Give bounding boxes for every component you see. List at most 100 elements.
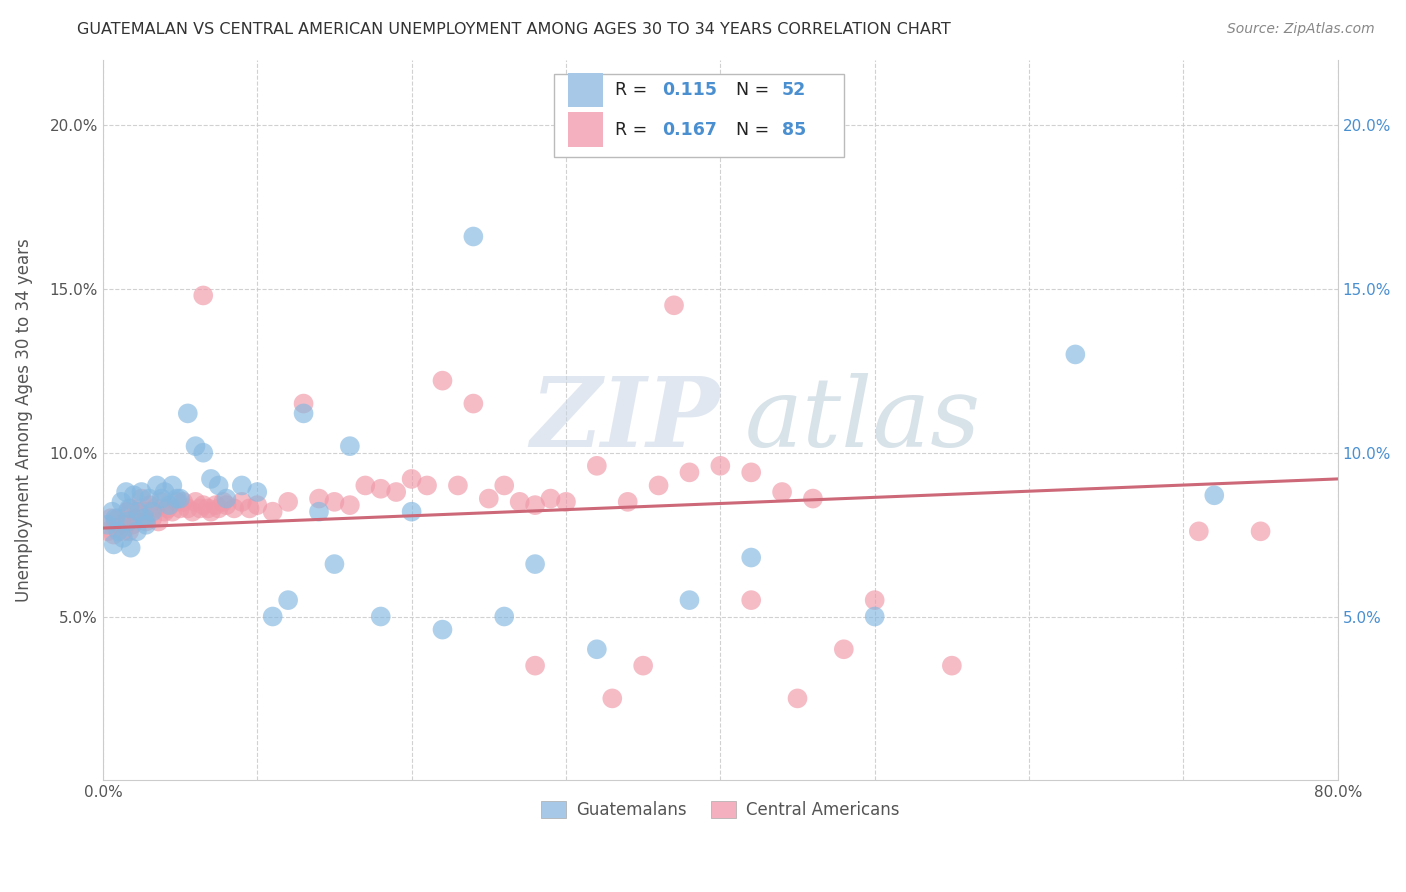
Point: [104, 515, 127, 529]
FancyBboxPatch shape: [554, 74, 844, 157]
Point: [162, 478, 184, 492]
Point: [117, 515, 139, 529]
Point: [111, 524, 134, 539]
Point: [215, 491, 238, 506]
Text: atlas: atlas: [745, 373, 981, 467]
Point: [246, 498, 269, 512]
Point: [103, 537, 125, 551]
Point: [120, 541, 142, 555]
Point: [262, 505, 284, 519]
Point: [385, 485, 408, 500]
Point: [131, 485, 153, 500]
Point: [107, 511, 129, 525]
Legend: Guatemalans, Central Americans: Guatemalans, Central Americans: [534, 795, 907, 826]
Point: [184, 439, 207, 453]
Point: [740, 550, 762, 565]
Point: [200, 505, 222, 519]
Point: [494, 478, 516, 492]
Point: [135, 515, 157, 529]
Point: [231, 495, 253, 509]
Point: [193, 498, 215, 512]
Point: [172, 495, 194, 509]
Text: ZIP: ZIP: [530, 373, 720, 467]
Point: [262, 609, 284, 624]
Point: [135, 517, 157, 532]
Point: [96, 524, 118, 539]
Point: [416, 478, 439, 492]
Text: 0.167: 0.167: [662, 120, 717, 138]
Point: [145, 501, 167, 516]
Point: [231, 478, 253, 492]
Point: [110, 495, 132, 509]
Point: [631, 658, 654, 673]
Point: [447, 478, 470, 492]
Point: [153, 505, 176, 519]
Point: [478, 491, 501, 506]
Text: 0.115: 0.115: [662, 81, 717, 99]
Point: [169, 491, 191, 506]
FancyBboxPatch shape: [568, 112, 603, 147]
Point: [127, 511, 149, 525]
Point: [157, 498, 180, 512]
Point: [863, 609, 886, 624]
Point: [370, 482, 392, 496]
Point: [118, 524, 141, 539]
Point: [463, 229, 485, 244]
Point: [125, 505, 148, 519]
Point: [308, 491, 330, 506]
Point: [141, 511, 163, 525]
Point: [208, 501, 231, 516]
Point: [339, 439, 361, 453]
Text: R =: R =: [616, 120, 654, 138]
Y-axis label: Unemployment Among Ages 30 to 34 years: Unemployment Among Ages 30 to 34 years: [15, 238, 32, 602]
Point: [120, 501, 142, 516]
Point: [647, 478, 669, 492]
Point: [524, 498, 547, 512]
Point: [138, 498, 160, 512]
Point: [122, 511, 145, 525]
Point: [127, 505, 149, 519]
Point: [146, 478, 169, 492]
Point: [555, 495, 578, 509]
Point: [740, 593, 762, 607]
Point: [115, 517, 138, 532]
Point: [740, 466, 762, 480]
Point: [1204, 488, 1226, 502]
Point: [107, 524, 129, 539]
Point: [131, 491, 153, 506]
Text: GUATEMALAN VS CENTRAL AMERICAN UNEMPLOYMENT AMONG AGES 30 TO 34 YEARS CORRELATIO: GUATEMALAN VS CENTRAL AMERICAN UNEMPLOYM…: [77, 22, 950, 37]
Point: [308, 505, 330, 519]
Point: [115, 485, 138, 500]
Point: [524, 557, 547, 571]
Point: [238, 501, 260, 516]
Point: [208, 478, 231, 492]
Point: [832, 642, 855, 657]
Point: [193, 288, 215, 302]
Point: [134, 511, 156, 525]
FancyBboxPatch shape: [568, 72, 603, 107]
Point: [188, 501, 211, 516]
Point: [101, 505, 124, 519]
Point: [111, 531, 134, 545]
Point: [678, 593, 700, 607]
Point: [678, 466, 700, 480]
Point: [103, 527, 125, 541]
Point: [162, 505, 184, 519]
Point: [586, 458, 609, 473]
Point: [1064, 347, 1087, 361]
Point: [662, 298, 685, 312]
Point: [246, 485, 269, 500]
Point: [181, 505, 204, 519]
Point: [150, 495, 173, 509]
Point: [138, 491, 160, 506]
Point: [1250, 524, 1272, 539]
Point: [323, 495, 346, 509]
Point: [215, 498, 238, 512]
Point: [125, 524, 148, 539]
Point: [494, 609, 516, 624]
Text: 52: 52: [782, 81, 806, 99]
Point: [212, 495, 235, 509]
Text: Source: ZipAtlas.com: Source: ZipAtlas.com: [1227, 22, 1375, 37]
Point: [709, 458, 731, 473]
Point: [200, 472, 222, 486]
